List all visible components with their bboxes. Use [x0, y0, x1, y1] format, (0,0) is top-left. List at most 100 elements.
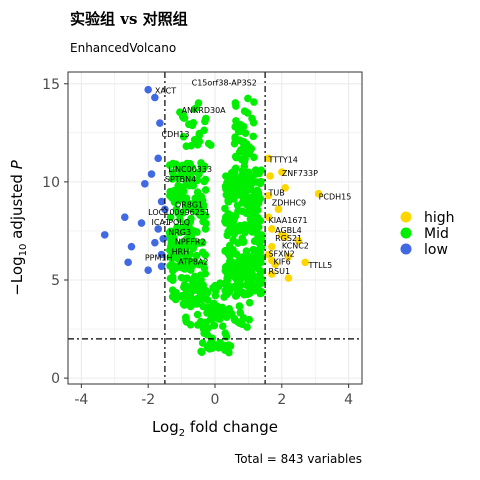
- x-axis-label: Log2 fold change: [152, 418, 278, 439]
- point-high: [278, 168, 286, 176]
- point-mid: [197, 347, 205, 356]
- point-mid: [193, 228, 201, 236]
- point-mid: [189, 261, 197, 270]
- point-high: [281, 233, 289, 241]
- point-mid: [235, 148, 244, 156]
- point-mid: [166, 187, 174, 196]
- point-mid: [247, 144, 256, 153]
- point-mid: [189, 181, 198, 190]
- gene-label: LINC00333: [168, 165, 212, 174]
- gene-label: POLQ: [168, 218, 190, 227]
- point-mid: [193, 310, 202, 319]
- y-axis-label: −Log10 adjusted P: [8, 159, 29, 295]
- point-mid: [252, 286, 261, 294]
- point-mid: [226, 214, 235, 223]
- point-mid: [182, 176, 191, 185]
- point-mid: [199, 200, 208, 209]
- point-mid: [226, 224, 234, 232]
- point-high: [267, 270, 276, 278]
- point-mid: [257, 258, 265, 267]
- point-mid: [231, 133, 239, 141]
- gene-label: TTLL5: [308, 261, 333, 270]
- point-mid: [247, 185, 255, 194]
- point-mid: [193, 168, 202, 177]
- point-mid: [245, 283, 254, 291]
- gene-label: KIF6: [273, 257, 290, 266]
- point-high: [301, 258, 310, 267]
- point-high: [264, 154, 273, 163]
- point-mid: [167, 260, 176, 269]
- point-mid: [202, 286, 210, 295]
- point-mid: [209, 284, 217, 292]
- point-mid: [169, 234, 177, 242]
- gene-label: LOC100996251: [148, 208, 210, 217]
- point-mid: [231, 123, 240, 131]
- point-mid: [198, 339, 207, 347]
- point-mid: [256, 248, 264, 257]
- point-mid: [249, 245, 258, 254]
- point-mid: [170, 294, 179, 302]
- point-mid: [225, 306, 233, 315]
- point-low: [151, 238, 159, 247]
- point-mid: [221, 204, 229, 213]
- point-mid: [253, 200, 262, 208]
- point-mid: [255, 169, 263, 178]
- point-mid: [236, 308, 245, 317]
- x-tick-label: 4: [344, 392, 353, 408]
- threshold-lines: [68, 72, 362, 384]
- point-mid: [213, 302, 222, 311]
- point-mid: [248, 228, 257, 236]
- legend-label-mid: Mid: [424, 226, 449, 242]
- gene-label: TTTY14: [267, 155, 297, 164]
- gene-label: RGS21: [275, 234, 302, 243]
- point-high: [281, 183, 289, 192]
- point-mid: [179, 292, 187, 301]
- point-low: [144, 266, 152, 274]
- gene-label: CDH13: [162, 130, 190, 139]
- point-high: [267, 225, 276, 233]
- point-high: [264, 191, 273, 200]
- point-mid: [228, 172, 237, 180]
- grid-lines: [68, 72, 362, 384]
- point-low: [151, 93, 159, 102]
- point-mid: [180, 301, 189, 309]
- point-mid: [243, 201, 251, 209]
- point-low: [147, 170, 156, 178]
- point-mid: [194, 99, 203, 107]
- point-mid: [249, 118, 258, 127]
- point-mid: [174, 196, 183, 205]
- point-mid: [200, 264, 209, 272]
- point-high: [314, 189, 323, 198]
- point-mid: [200, 329, 208, 338]
- point-mid: [236, 126, 245, 135]
- point-mid: [196, 271, 205, 279]
- point-mid: [166, 227, 175, 236]
- point-mid: [242, 140, 251, 148]
- point-mid: [197, 159, 205, 167]
- point-mid: [216, 279, 224, 287]
- point-mid: [222, 172, 230, 180]
- point-low: [157, 262, 166, 271]
- chart-subtitle: EnhancedVolcano: [70, 41, 176, 55]
- point-mid: [182, 142, 191, 151]
- gene-labels: C15orf38-AP3S2 XACT ANKRD30A CDH13 LINC00333…: [145, 79, 351, 276]
- chart-caption: Total = 843 variables: [234, 452, 362, 466]
- point-high: [266, 172, 274, 180]
- gene-label: ZDHHC9: [272, 198, 306, 207]
- point-mid: [255, 194, 264, 202]
- point-mid: [175, 262, 183, 270]
- gene-label: ZNF733P: [282, 169, 318, 178]
- point-mid: [174, 165, 183, 174]
- point-mid: [192, 251, 201, 260]
- point-mid: [249, 206, 258, 215]
- y-tick-label: 10: [42, 175, 60, 191]
- point-mid: [224, 196, 232, 205]
- point-mid: [223, 231, 232, 240]
- point-mid: [197, 192, 206, 201]
- point-mid: [196, 288, 204, 297]
- point-mid: [242, 247, 251, 255]
- point-mid: [196, 211, 204, 220]
- legend-label-low: low: [424, 242, 448, 258]
